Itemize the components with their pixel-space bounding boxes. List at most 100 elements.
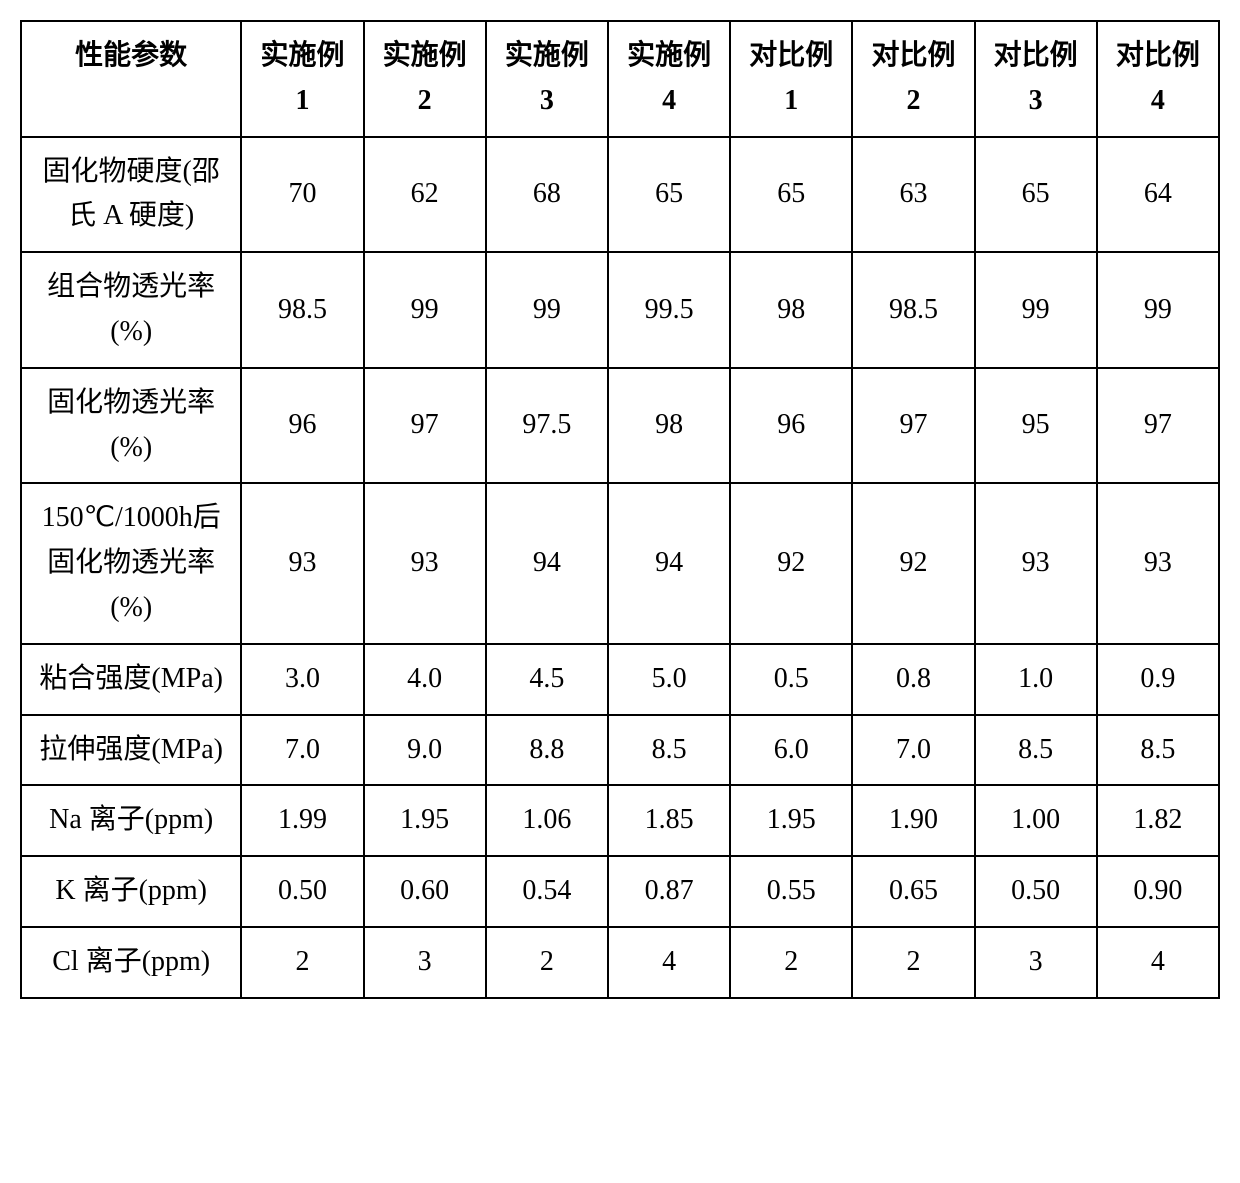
data-cell: 0.54 (486, 856, 608, 927)
data-cell: 97.5 (486, 368, 608, 484)
data-cell: 0.50 (975, 856, 1097, 927)
data-cell: 0.90 (1097, 856, 1219, 927)
data-cell: 62 (364, 137, 486, 253)
header-col-3: 实施例 3 (486, 21, 608, 137)
param-cell: 固化物透光率(%) (21, 368, 241, 484)
data-cell: 4 (608, 927, 730, 998)
param-cell: 拉伸强度(MPa) (21, 715, 241, 786)
data-cell: 2 (852, 927, 974, 998)
data-table: 性能参数 实施例 1 实施例 2 实施例 3 实施例 4 对比例 1 对比例 2… (20, 20, 1220, 999)
header-col-4: 实施例 4 (608, 21, 730, 137)
data-cell: 2 (241, 927, 363, 998)
data-cell: 2 (730, 927, 852, 998)
data-cell: 94 (608, 483, 730, 643)
param-cell: 粘合强度(MPa) (21, 644, 241, 715)
data-cell: 97 (852, 368, 974, 484)
data-cell: 5.0 (608, 644, 730, 715)
data-cell: 92 (730, 483, 852, 643)
data-cell: 2 (486, 927, 608, 998)
data-cell: 63 (852, 137, 974, 253)
data-cell: 99.5 (608, 252, 730, 368)
header-col-5: 对比例 1 (730, 21, 852, 137)
table-row: 拉伸强度(MPa) 7.0 9.0 8.8 8.5 6.0 7.0 8.5 8.… (21, 715, 1219, 786)
data-cell: 9.0 (364, 715, 486, 786)
table-row: 固化物硬度(邵氏 A 硬度) 70 62 68 65 65 63 65 64 (21, 137, 1219, 253)
data-cell: 68 (486, 137, 608, 253)
header-col-2: 实施例 2 (364, 21, 486, 137)
data-cell: 96 (241, 368, 363, 484)
data-cell: 1.85 (608, 785, 730, 856)
data-cell: 1.06 (486, 785, 608, 856)
data-cell: 0.65 (852, 856, 974, 927)
data-cell: 0.55 (730, 856, 852, 927)
data-cell: 65 (975, 137, 1097, 253)
data-cell: 7.0 (241, 715, 363, 786)
data-cell: 6.0 (730, 715, 852, 786)
data-cell: 94 (486, 483, 608, 643)
header-row: 性能参数 实施例 1 实施例 2 实施例 3 实施例 4 对比例 1 对比例 2… (21, 21, 1219, 137)
table-header: 性能参数 实施例 1 实施例 2 实施例 3 实施例 4 对比例 1 对比例 2… (21, 21, 1219, 137)
table-row: 组合物透光率(%) 98.5 99 99 99.5 98 98.5 99 99 (21, 252, 1219, 368)
table-row: K 离子(ppm) 0.50 0.60 0.54 0.87 0.55 0.65 … (21, 856, 1219, 927)
param-cell: K 离子(ppm) (21, 856, 241, 927)
data-cell: 93 (975, 483, 1097, 643)
data-cell: 0.60 (364, 856, 486, 927)
data-cell: 1.0 (975, 644, 1097, 715)
data-cell: 3 (364, 927, 486, 998)
data-cell: 0.5 (730, 644, 852, 715)
data-cell: 1.95 (730, 785, 852, 856)
data-cell: 64 (1097, 137, 1219, 253)
data-cell: 1.82 (1097, 785, 1219, 856)
data-cell: 95 (975, 368, 1097, 484)
data-cell: 99 (364, 252, 486, 368)
data-cell: 99 (486, 252, 608, 368)
data-cell: 0.87 (608, 856, 730, 927)
data-cell: 93 (364, 483, 486, 643)
table-row: 150℃/1000h后固化物透光率(%) 93 93 94 94 92 92 9… (21, 483, 1219, 643)
data-cell: 1.99 (241, 785, 363, 856)
param-cell: 150℃/1000h后固化物透光率(%) (21, 483, 241, 643)
table-row: Cl 离子(ppm) 2 3 2 4 2 2 3 4 (21, 927, 1219, 998)
param-cell: 固化物硬度(邵氏 A 硬度) (21, 137, 241, 253)
data-cell: 93 (241, 483, 363, 643)
param-cell: Na 离子(ppm) (21, 785, 241, 856)
header-col-6: 对比例 2 (852, 21, 974, 137)
data-cell: 1.90 (852, 785, 974, 856)
data-cell: 98.5 (852, 252, 974, 368)
data-cell: 8.8 (486, 715, 608, 786)
param-cell: 组合物透光率(%) (21, 252, 241, 368)
data-cell: 4.5 (486, 644, 608, 715)
data-cell: 4 (1097, 927, 1219, 998)
header-param: 性能参数 (21, 21, 241, 137)
header-col-8: 对比例 4 (1097, 21, 1219, 137)
data-cell: 96 (730, 368, 852, 484)
data-cell: 7.0 (852, 715, 974, 786)
data-cell: 97 (364, 368, 486, 484)
table-row: Na 离子(ppm) 1.99 1.95 1.06 1.85 1.95 1.90… (21, 785, 1219, 856)
table-body: 固化物硬度(邵氏 A 硬度) 70 62 68 65 65 63 65 64 组… (21, 137, 1219, 998)
table-row: 粘合强度(MPa) 3.0 4.0 4.5 5.0 0.5 0.8 1.0 0.… (21, 644, 1219, 715)
data-cell: 4.0 (364, 644, 486, 715)
data-cell: 98 (608, 368, 730, 484)
data-cell: 8.5 (1097, 715, 1219, 786)
data-cell: 0.9 (1097, 644, 1219, 715)
data-cell: 1.00 (975, 785, 1097, 856)
data-cell: 65 (608, 137, 730, 253)
header-col-7: 对比例 3 (975, 21, 1097, 137)
header-col-1: 实施例 1 (241, 21, 363, 137)
data-cell: 93 (1097, 483, 1219, 643)
table-row: 固化物透光率(%) 96 97 97.5 98 96 97 95 97 (21, 368, 1219, 484)
data-cell: 0.8 (852, 644, 974, 715)
data-cell: 8.5 (975, 715, 1097, 786)
data-cell: 3 (975, 927, 1097, 998)
data-cell: 1.95 (364, 785, 486, 856)
data-cell: 70 (241, 137, 363, 253)
data-cell: 98.5 (241, 252, 363, 368)
data-cell: 99 (975, 252, 1097, 368)
data-cell: 0.50 (241, 856, 363, 927)
data-cell: 65 (730, 137, 852, 253)
data-cell: 8.5 (608, 715, 730, 786)
data-cell: 92 (852, 483, 974, 643)
table-container: 性能参数 实施例 1 实施例 2 实施例 3 实施例 4 对比例 1 对比例 2… (20, 20, 1220, 999)
data-cell: 3.0 (241, 644, 363, 715)
